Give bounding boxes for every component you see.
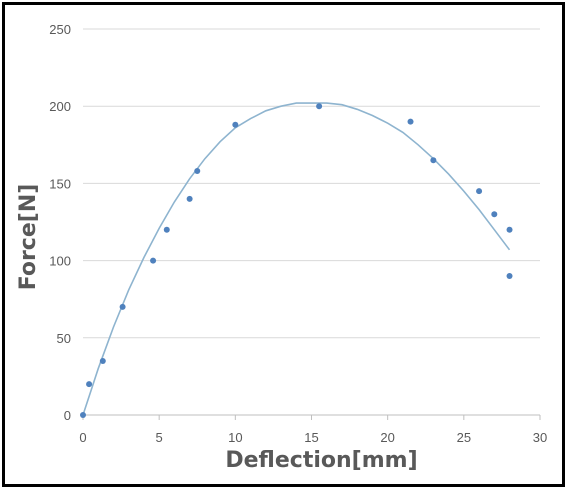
- chart-frame: 0 50 100 150 200 250 0 5 10 15 20 25 30 Deflection[mm…: [2, 2, 565, 487]
- data-point: [506, 273, 513, 280]
- data-point: [194, 168, 201, 175]
- y-tick-label: 100: [49, 254, 71, 269]
- data-point: [506, 226, 513, 233]
- data-point: [163, 226, 170, 233]
- data-point: [476, 188, 483, 195]
- y-tick-label: 0: [64, 408, 71, 423]
- x-tick-label: 0: [79, 430, 86, 445]
- y-tick-label: 150: [49, 176, 71, 191]
- data-point: [232, 121, 239, 128]
- x-tick-label: 10: [228, 430, 242, 445]
- data-point: [99, 357, 106, 364]
- data-point: [150, 257, 157, 264]
- data-point: [80, 412, 86, 418]
- y-axis-title: Force[N]: [16, 184, 41, 291]
- x-tick-label: 5: [156, 430, 163, 445]
- data-point: [186, 195, 193, 202]
- data-point: [316, 103, 323, 110]
- x-tick-label: 25: [457, 430, 471, 445]
- scatter-chart: 0 50 100 150 200 250 0 5 10 15 20 25 30 Deflection[mm…: [16, 22, 547, 473]
- data-point: [430, 157, 437, 164]
- data-point: [86, 381, 93, 388]
- data-point: [491, 211, 498, 218]
- y-tick-label: 200: [49, 99, 71, 114]
- y-tick-label: 50: [57, 331, 71, 346]
- x-tick-label: 20: [380, 430, 394, 445]
- data-point: [407, 118, 414, 125]
- y-tick-label: 250: [49, 22, 71, 37]
- x-tick-label: 30: [533, 430, 547, 445]
- x-tick-label: 15: [304, 430, 318, 445]
- trendline: [82, 102, 511, 416]
- x-axis-title: Deflection[mm]: [225, 448, 417, 473]
- data-point: [119, 303, 126, 310]
